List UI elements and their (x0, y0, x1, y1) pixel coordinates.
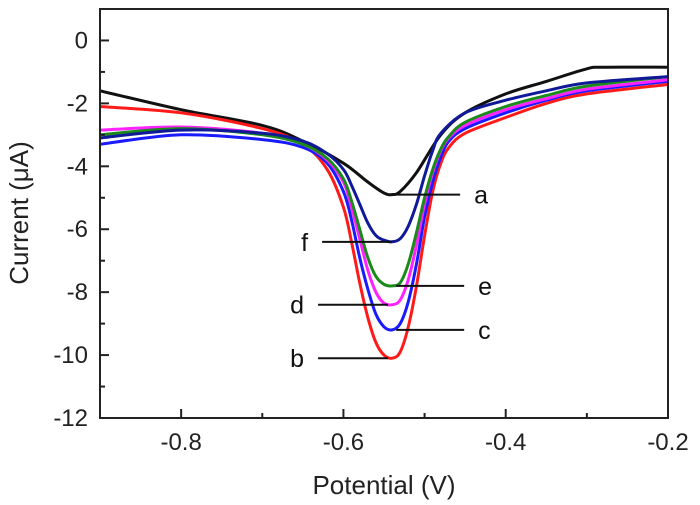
x-tick-label: -0.4 (485, 429, 526, 456)
curve-annotations: a f e d c b (290, 182, 492, 374)
y-tick-label: -4 (67, 153, 88, 180)
annotation-label-d: d (290, 292, 304, 320)
x-tick-label: -0.6 (323, 429, 364, 456)
annotation-label-c: c (478, 317, 491, 345)
axis-ticks (100, 8, 669, 419)
y-tick-label: -2 (67, 90, 88, 117)
series-b-line (100, 83, 668, 360)
x-axis-title: Potential (V) (312, 470, 455, 500)
annotation-label-f: f (301, 229, 308, 257)
tick-labels: -0.8 -0.6 -0.4 -0.2 0 -2 -4 -6 -8 -10 -12 (53, 27, 688, 456)
series-a-line (100, 65, 668, 197)
x-tick-label: -0.2 (647, 429, 688, 456)
y-tick-label: -12 (53, 405, 88, 432)
annotation-label-b: b (290, 345, 304, 373)
annotation-label-a: a (474, 182, 488, 210)
annotation-label-e: e (478, 273, 492, 301)
y-tick-label: -8 (67, 279, 88, 306)
y-tick-label: -10 (53, 342, 88, 369)
curves (100, 65, 668, 360)
series-c-line (100, 79, 668, 332)
x-tick-label: -0.8 (160, 429, 201, 456)
y-tick-label: -6 (67, 216, 88, 243)
y-axis-title: Current (μA) (4, 141, 34, 285)
series-f-line (100, 75, 668, 244)
series-e-line (100, 75, 668, 288)
plot-frame (99, 8, 669, 419)
y-tick-label: 0 (75, 27, 88, 54)
